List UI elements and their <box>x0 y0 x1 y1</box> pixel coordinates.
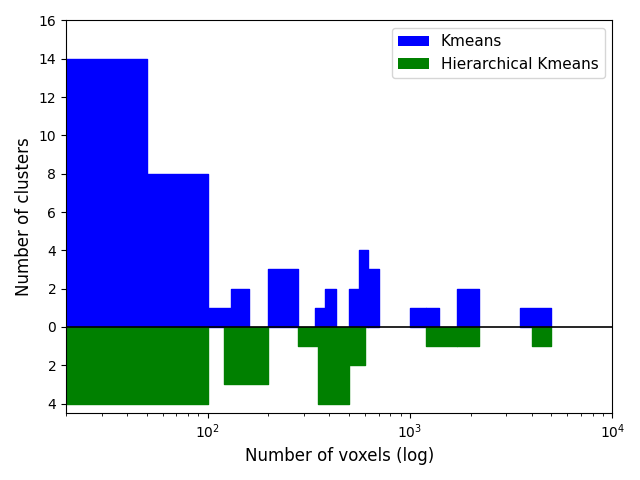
Legend: Kmeans, Hierarchical Kmeans: Kmeans, Hierarchical Kmeans <box>392 28 605 78</box>
Y-axis label: Number of clusters: Number of clusters <box>15 137 33 296</box>
X-axis label: Number of voxels (log): Number of voxels (log) <box>244 447 434 465</box>
